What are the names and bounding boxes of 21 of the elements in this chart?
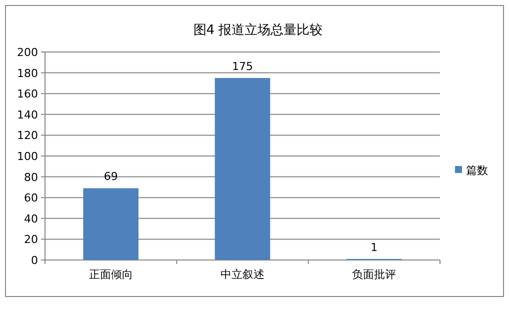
- y-tick-label: 140: [17, 108, 38, 122]
- y-tick-label: 0: [31, 254, 38, 267]
- bar: [214, 78, 270, 260]
- y-tick-label: 120: [17, 129, 38, 142]
- y-tick-label: 40: [24, 212, 38, 226]
- bar: [83, 188, 138, 260]
- x-tick-label: 负面批评: [352, 268, 396, 281]
- y-tick-label: 80: [24, 170, 38, 184]
- y-tick-label: 200: [17, 46, 38, 59]
- data-label: 175: [232, 60, 253, 73]
- data-label: 69: [104, 170, 118, 184]
- x-tick-label: 中立叙述: [220, 268, 264, 281]
- y-tick-label: 160: [17, 88, 38, 101]
- y-tick-label: 20: [24, 233, 38, 246]
- chart-title: 图4 报道立场总量比较: [193, 22, 323, 38]
- y-tick-label: 60: [24, 192, 38, 205]
- data-label: 1: [370, 240, 378, 254]
- x-tick-label: 正面倾向: [88, 268, 133, 281]
- y-tick-label: 180: [17, 66, 38, 80]
- legend-label: 篇数: [466, 164, 488, 177]
- y-tick-label: 100: [17, 150, 38, 163]
